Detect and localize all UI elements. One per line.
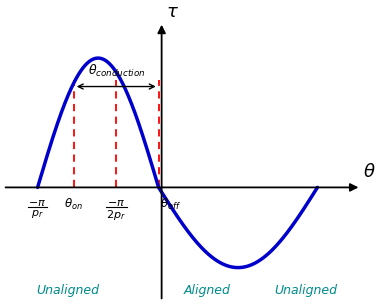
Text: $\theta$: $\theta$ [363,163,375,181]
Text: Aligned: Aligned [184,284,231,297]
Text: $\theta_{conduction}$: $\theta_{conduction}$ [88,63,145,79]
Text: $\theta_{on}$: $\theta_{on}$ [64,196,83,212]
Text: $\tau$: $\tau$ [166,2,179,21]
Text: Unaligned: Unaligned [36,284,99,297]
Text: $\theta_{off}$: $\theta_{off}$ [160,196,181,212]
Text: $p_r$: $p_r$ [31,208,44,220]
Text: $2p_r$: $2p_r$ [106,208,126,222]
Text: $-\pi$: $-\pi$ [107,198,125,208]
Text: $-\pi$: $-\pi$ [28,198,46,208]
Text: Unaligned: Unaligned [274,284,337,297]
